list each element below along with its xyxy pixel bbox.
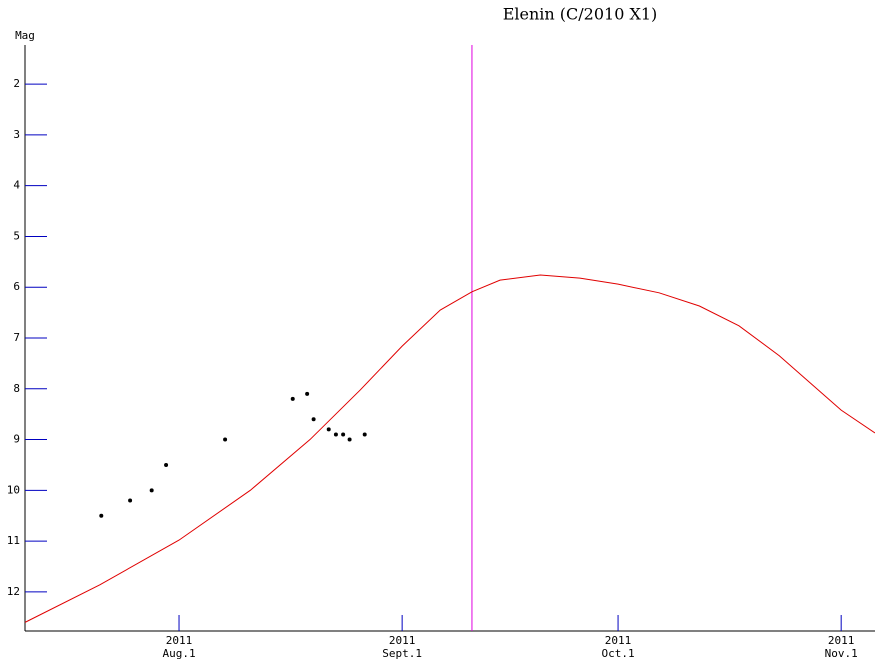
model-curve xyxy=(24,274,875,623)
observation xyxy=(128,498,133,503)
y-tick-label: 6 xyxy=(13,280,20,293)
x-tick-year: 2011 xyxy=(828,634,855,647)
y-tick-label: 7 xyxy=(13,331,20,344)
y-tick-label: 11 xyxy=(7,534,20,547)
y-tick-label: 5 xyxy=(13,229,20,242)
observation xyxy=(347,437,352,442)
observation xyxy=(290,396,295,401)
x-tick-label: Sept.1 xyxy=(382,647,422,660)
x-tick-label: Aug.1 xyxy=(162,647,195,660)
x-tick-year: 2011 xyxy=(166,634,193,647)
observation xyxy=(305,391,310,396)
x-tick-label: Oct.1 xyxy=(601,647,634,660)
observation xyxy=(99,513,104,518)
observation xyxy=(333,432,338,437)
observation xyxy=(326,427,331,432)
observation xyxy=(341,432,346,437)
y-tick-label: 9 xyxy=(13,433,20,446)
x-tick-year: 2011 xyxy=(389,634,416,647)
y-tick-label: 2 xyxy=(13,77,20,90)
chart-title: Elenin (C/2010 X1) xyxy=(503,5,658,24)
y-tick-label: 3 xyxy=(13,128,20,141)
x-tick-year: 2011 xyxy=(605,634,632,647)
x-tick-label: Nov.1 xyxy=(825,647,858,660)
y-tick-label: 10 xyxy=(7,483,20,496)
y-tick-label: 8 xyxy=(13,382,20,395)
observation xyxy=(311,417,316,422)
observation xyxy=(362,432,367,437)
observation xyxy=(223,437,228,442)
y-tick-label: 12 xyxy=(7,585,20,598)
observation xyxy=(149,488,154,493)
observation xyxy=(164,462,169,467)
y-tick-label: 4 xyxy=(13,179,20,192)
y-axis-label: Mag xyxy=(15,29,35,42)
